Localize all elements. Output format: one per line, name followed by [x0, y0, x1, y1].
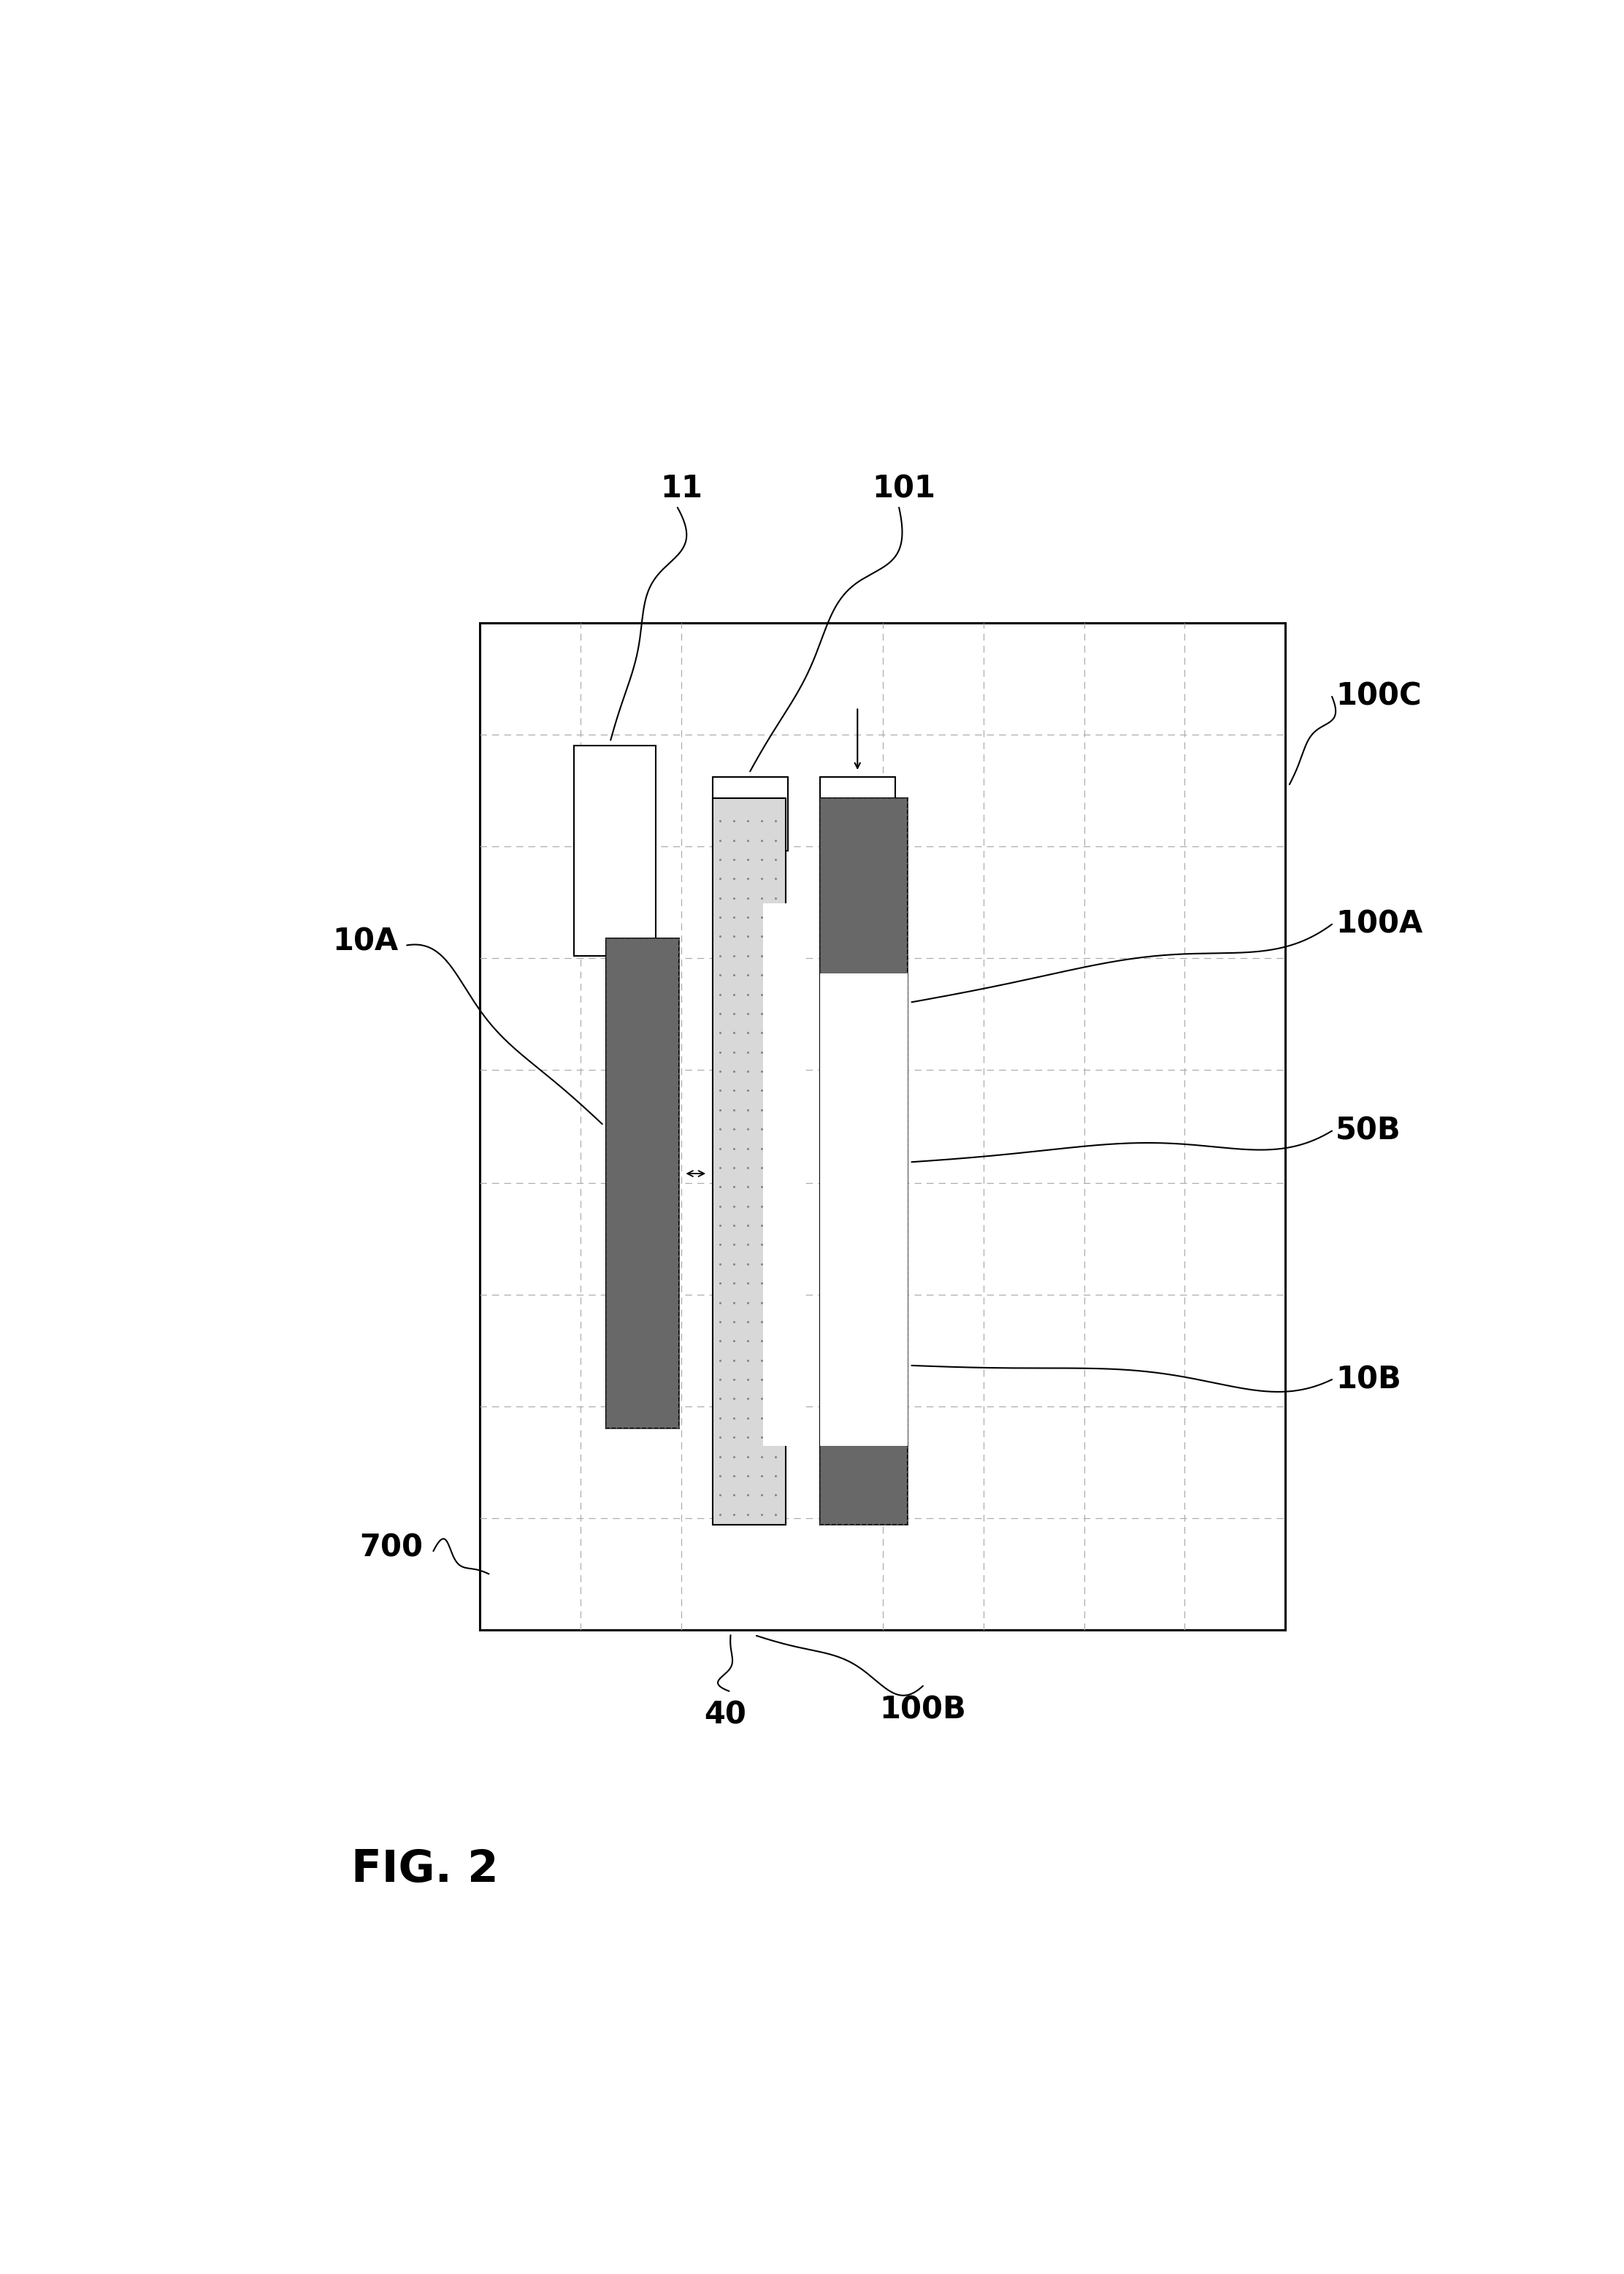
- Bar: [763, 903, 801, 1446]
- Bar: [481, 623, 1286, 1630]
- Bar: [820, 798, 908, 1526]
- Text: 100C: 100C: [1337, 682, 1421, 712]
- Text: 10A: 10A: [333, 926, 398, 957]
- Bar: [606, 939, 679, 1428]
- Text: 101: 101: [872, 473, 935, 505]
- Text: 40: 40: [705, 1701, 747, 1731]
- Bar: [820, 798, 908, 1526]
- Text: 100B: 100B: [880, 1694, 966, 1726]
- Text: 50B: 50B: [1337, 1117, 1402, 1146]
- Bar: [820, 778, 895, 850]
- Text: 11: 11: [659, 473, 703, 505]
- Bar: [713, 778, 788, 850]
- Bar: [575, 746, 656, 955]
- Bar: [606, 939, 679, 1428]
- Text: FIG. 2: FIG. 2: [351, 1849, 499, 1892]
- Text: 10B: 10B: [1337, 1364, 1402, 1394]
- Text: 100A: 100A: [1337, 910, 1423, 939]
- Bar: [713, 798, 786, 1526]
- Bar: [820, 973, 908, 1446]
- Text: 700: 700: [361, 1533, 424, 1562]
